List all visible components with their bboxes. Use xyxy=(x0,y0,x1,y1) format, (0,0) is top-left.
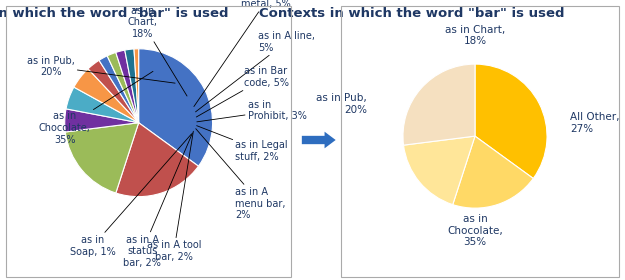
Text: as in
Soap, 1%: as in Soap, 1% xyxy=(70,134,191,257)
Wedge shape xyxy=(475,64,547,178)
Wedge shape xyxy=(403,64,475,145)
Wedge shape xyxy=(116,50,139,123)
Text: Contexts in which the word "bar" is used: Contexts in which the word "bar" is used xyxy=(259,8,564,20)
Text: as in A
status
bar, 2%: as in A status bar, 2% xyxy=(123,133,192,268)
Text: All Other,
27%: All Other, 27% xyxy=(570,112,619,134)
Text: as in
Chart,
18%: as in Chart, 18% xyxy=(127,6,187,96)
Wedge shape xyxy=(99,56,139,123)
Wedge shape xyxy=(139,49,212,166)
Wedge shape xyxy=(88,60,139,123)
Wedge shape xyxy=(74,69,139,123)
Wedge shape xyxy=(107,52,139,123)
Text: as in A tool
bar, 2%: as in A tool bar, 2% xyxy=(147,131,201,262)
Wedge shape xyxy=(66,123,139,193)
Text: as in Pub,
20%: as in Pub, 20% xyxy=(27,56,175,83)
FancyArrowPatch shape xyxy=(302,132,336,148)
Text: as in Bar
code, 5%: as in Bar code, 5% xyxy=(196,66,289,117)
Wedge shape xyxy=(116,123,199,197)
Text: as in
Chocolate,
35%: as in Chocolate, 35% xyxy=(447,214,503,248)
Wedge shape xyxy=(125,49,139,123)
Text: as in Pub,
20%: as in Pub, 20% xyxy=(316,93,367,115)
Text: as in Legal
stuff, 2%: as in Legal stuff, 2% xyxy=(197,126,288,162)
Wedge shape xyxy=(66,87,139,123)
Text: as in A line,
5%: as in A line, 5% xyxy=(196,31,316,112)
Text: as in
Prohibit, 3%: as in Prohibit, 3% xyxy=(197,100,307,122)
Wedge shape xyxy=(404,136,475,205)
Wedge shape xyxy=(134,49,139,123)
Text: as in A
menu bar,
2%: as in A menu bar, 2% xyxy=(196,129,286,220)
Wedge shape xyxy=(452,136,533,208)
Text: as in Chart,
18%: as in Chart, 18% xyxy=(445,25,505,46)
Text: as in
Chocolate,
35%: as in Chocolate, 35% xyxy=(39,71,153,144)
Text: Contexts in which the word "bar" is used: Contexts in which the word "bar" is used xyxy=(0,8,228,20)
Wedge shape xyxy=(65,109,139,132)
Text: as in A piece
of wood or
metal, 5%: as in A piece of wood or metal, 5% xyxy=(194,0,303,107)
